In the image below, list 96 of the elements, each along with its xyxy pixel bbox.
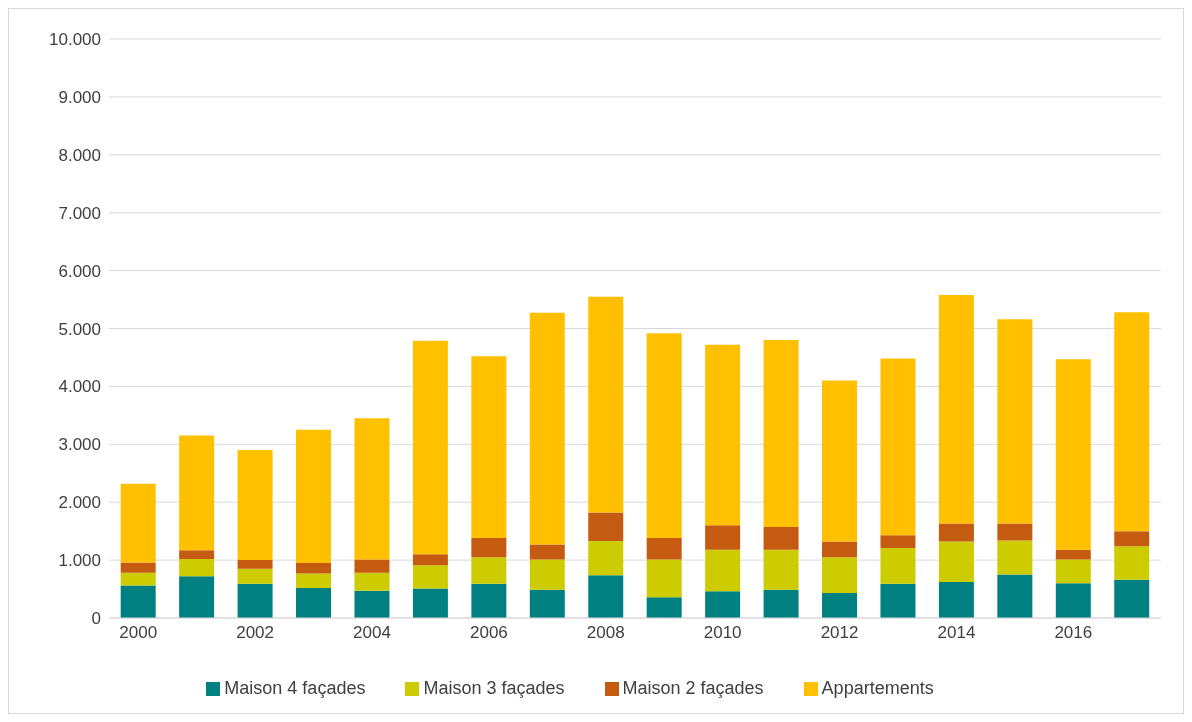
x-tick-label: 2014 [937, 623, 976, 643]
bar [880, 358, 916, 536]
bar [120, 562, 156, 573]
bar [120, 585, 156, 618]
bar [763, 589, 799, 618]
x-tick-label: 2002 [236, 623, 275, 643]
bar [938, 523, 974, 542]
bar [412, 340, 448, 555]
bar [705, 549, 741, 592]
bar [529, 544, 565, 560]
bar [997, 574, 1033, 618]
y-tick-label: 10.000 [49, 30, 101, 50]
bar [471, 557, 507, 584]
bar [179, 558, 215, 577]
bar [529, 312, 565, 545]
bar [997, 319, 1033, 524]
bar [880, 535, 916, 548]
bar [412, 554, 448, 566]
bar [822, 557, 858, 594]
bar [179, 435, 215, 551]
bar [997, 540, 1033, 575]
bar [412, 588, 448, 618]
y-tick-label: 1.000 [58, 551, 101, 571]
y-tick-label: 8.000 [58, 145, 101, 165]
bar [822, 380, 858, 542]
bar [237, 560, 273, 569]
legend-label: Maison 2 façades [622, 678, 764, 698]
bar [179, 576, 215, 618]
legend-label: Maison 4 façades [224, 678, 366, 698]
bar [763, 340, 799, 528]
bar [588, 296, 624, 513]
bar [705, 525, 741, 550]
bar [237, 583, 273, 618]
bar [646, 538, 682, 560]
bar [296, 573, 332, 588]
bar [1114, 531, 1150, 547]
bar [880, 583, 916, 618]
y-tick-label: 5.000 [58, 319, 101, 339]
y-tick-label: 2.000 [58, 493, 101, 513]
bar [1055, 583, 1091, 618]
y-tick-label: 6.000 [58, 261, 101, 281]
bar [1114, 312, 1150, 532]
bar [705, 591, 741, 618]
bar [471, 583, 507, 618]
bar [354, 418, 390, 560]
bar [354, 572, 390, 591]
bar [237, 568, 273, 584]
bar [880, 547, 916, 584]
bar [646, 597, 682, 618]
x-tick-label: 2004 [353, 623, 391, 643]
bar [237, 450, 273, 561]
bar [705, 344, 741, 526]
bar [179, 550, 215, 559]
bar [822, 593, 858, 618]
bar [471, 356, 507, 539]
bar [938, 541, 974, 583]
bar [354, 559, 390, 573]
bar [588, 540, 624, 576]
bar [938, 582, 974, 618]
bar [588, 512, 624, 541]
x-tick-label: 2010 [703, 623, 742, 643]
bar [646, 559, 682, 598]
x-tick-label: 2016 [1054, 623, 1093, 643]
bar [412, 565, 448, 589]
x-tick-label: 2006 [469, 623, 508, 643]
bar [529, 589, 565, 618]
bar [1055, 359, 1091, 550]
legend-label: Appartements [821, 678, 934, 698]
x-tick-label: 2000 [119, 623, 158, 643]
bar [354, 590, 390, 618]
bar [646, 333, 682, 539]
bar [529, 559, 565, 590]
bar [997, 523, 1033, 541]
bar [296, 587, 332, 618]
bar [471, 538, 507, 558]
y-tick-label: 4.000 [58, 377, 101, 397]
bar [1055, 549, 1091, 560]
bar [588, 575, 624, 618]
y-tick-label: 7.000 [58, 203, 101, 223]
bar [120, 572, 156, 586]
bar [1114, 546, 1150, 580]
legend-label: Maison 3 façades [423, 678, 565, 698]
x-tick-label: 2008 [586, 623, 625, 643]
bar [1055, 559, 1091, 584]
x-tick-label: 2012 [820, 623, 859, 643]
bar [296, 563, 332, 574]
bar [822, 541, 858, 558]
y-tick-label: 0 [91, 609, 101, 629]
bar [1114, 579, 1150, 618]
bar [296, 429, 332, 563]
bar [763, 549, 799, 590]
y-tick-label: 9.000 [58, 87, 101, 107]
y-tick-label: 3.000 [58, 435, 101, 455]
bar [763, 527, 799, 550]
bar [120, 483, 156, 563]
bar [938, 294, 974, 524]
